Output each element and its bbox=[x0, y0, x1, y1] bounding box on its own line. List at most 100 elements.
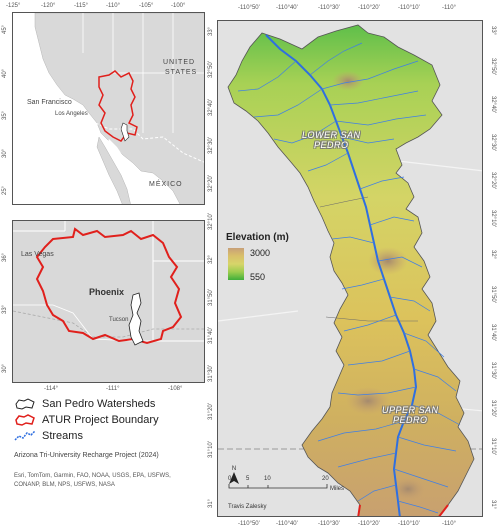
inset-map-overview: UNITED STATES San Francisco Los Angeles … bbox=[12, 12, 205, 205]
tick-left: 31° bbox=[208, 498, 214, 508]
tick-left: 31°30' bbox=[208, 365, 214, 382]
subwatershed-lines bbox=[319, 196, 418, 322]
credit-project: Arizona Tri-University Recharge Project … bbox=[14, 452, 159, 459]
region-lower-san-pedro: LOWER SAN PEDRO bbox=[302, 130, 361, 150]
tick-left: 30° bbox=[2, 363, 8, 373]
state-lines bbox=[13, 221, 204, 342]
elevation-legend: Elevation (m) 3000 550 bbox=[226, 232, 326, 282]
tick-left: 32°50' bbox=[208, 61, 214, 78]
main-map bbox=[217, 20, 483, 517]
author-credit: Travis Zalesky bbox=[228, 504, 267, 510]
tick-left: 32°30' bbox=[208, 137, 214, 154]
tick-right: 31°50' bbox=[490, 286, 496, 303]
region-upper-line1: UPPER SAN bbox=[382, 405, 439, 415]
tick-left: 31°20' bbox=[208, 403, 214, 420]
elevation-color-ramp bbox=[228, 248, 244, 280]
tick-bottom: -110°20' bbox=[358, 521, 380, 527]
state-lines bbox=[82, 13, 204, 133]
tributary-streams bbox=[237, 42, 461, 514]
tick-bottom: -110°30' bbox=[318, 521, 340, 527]
tick-left: 33° bbox=[208, 26, 214, 36]
label-tucson: Tucson bbox=[109, 317, 129, 323]
tick-top: -110° bbox=[106, 3, 120, 9]
san-pedro-watershed-overview bbox=[120, 122, 130, 142]
scale-tick-10: 10 bbox=[264, 476, 271, 482]
land-area bbox=[34, 13, 204, 204]
tick-top: -120° bbox=[41, 3, 56, 9]
tick-bottom: -114° bbox=[44, 386, 58, 392]
tick-top: -110°10' bbox=[398, 5, 420, 11]
legend-boundary-label: ATUR Project Boundary bbox=[42, 414, 159, 426]
tick-right: 32°30' bbox=[490, 134, 496, 151]
tick-right: 32°50' bbox=[490, 58, 496, 75]
baja-peninsula bbox=[96, 136, 131, 204]
tick-top: -125° bbox=[6, 3, 21, 9]
watershed-symbol-icon bbox=[14, 398, 36, 410]
stream-symbol-icon bbox=[14, 430, 36, 442]
mountain-shading bbox=[368, 247, 408, 275]
overview-map-graphic bbox=[13, 13, 204, 204]
tick-bottom: -111° bbox=[106, 386, 120, 392]
label-mexico: MÉXICO bbox=[149, 181, 183, 188]
tick-left: 33° bbox=[2, 304, 8, 314]
atur-boundary-arizona bbox=[35, 227, 183, 345]
tick-left: 40° bbox=[2, 68, 8, 78]
tick-left: 32°20' bbox=[208, 175, 214, 192]
arizona-map-graphic bbox=[13, 221, 204, 382]
label-states: STATES bbox=[165, 69, 198, 76]
label-united: UNITED bbox=[163, 59, 196, 66]
mountain-shading bbox=[332, 71, 364, 91]
watershed-area bbox=[227, 24, 475, 516]
credit-line2: CONANP, BLM, NPS, USFWS, NASA bbox=[14, 482, 115, 488]
boundary-symbol-icon bbox=[14, 414, 36, 426]
legend-streams: Streams bbox=[14, 430, 83, 442]
tick-top: -105° bbox=[139, 3, 154, 9]
scale-tick-5: 5 bbox=[246, 476, 250, 482]
tick-top: -110°50' bbox=[238, 5, 260, 11]
atur-boundary-overview bbox=[98, 70, 138, 142]
tick-left: 36° bbox=[2, 252, 8, 262]
mountain-shading bbox=[390, 477, 426, 501]
tick-right: 32°40' bbox=[490, 96, 496, 113]
scale-tick-20: 20 bbox=[322, 476, 329, 482]
region-lower-line2: PEDRO bbox=[314, 140, 349, 150]
tick-bottom: -110°10' bbox=[398, 521, 420, 527]
mountain-shading bbox=[346, 387, 390, 415]
atur-boundary-main bbox=[357, 504, 449, 516]
region-upper-san-pedro: UPPER SAN PEDRO bbox=[382, 405, 439, 425]
tick-top: -100° bbox=[171, 3, 186, 9]
label-phoenix: Phoenix bbox=[89, 287, 125, 297]
elevation-high-label: 3000 bbox=[250, 248, 271, 258]
label-las-vegas: Las Vegas bbox=[21, 251, 54, 258]
tick-right: 31° bbox=[490, 500, 496, 510]
tick-left: 25° bbox=[2, 185, 8, 195]
tick-bottom: -110° bbox=[442, 521, 456, 527]
north-arrow-icon bbox=[229, 472, 239, 484]
tick-top: -115° bbox=[74, 3, 88, 9]
label-los-angeles: Los Angeles bbox=[55, 111, 88, 117]
scale-tick-0: 0 bbox=[228, 476, 232, 482]
label-san-francisco: San Francisco bbox=[27, 99, 72, 106]
san-pedro-watershed-arizona bbox=[128, 292, 144, 346]
scale-units: Miles bbox=[330, 486, 345, 492]
tick-right: 31°30' bbox=[490, 362, 496, 379]
region-lower-line1: LOWER SAN bbox=[302, 130, 361, 140]
tick-right: 31°20' bbox=[490, 400, 496, 417]
tick-left: 32°10' bbox=[208, 213, 214, 230]
legend-watersheds: San Pedro Watersheds bbox=[14, 398, 155, 410]
tick-left: 30° bbox=[2, 148, 8, 158]
legend-watersheds-label: San Pedro Watersheds bbox=[42, 398, 156, 410]
region-upper-line2: PEDRO bbox=[393, 415, 428, 425]
tick-right: 31°10' bbox=[490, 438, 496, 455]
tick-left: 31°50' bbox=[208, 289, 214, 306]
tick-top: -110°30' bbox=[318, 5, 340, 11]
tick-left: 32° bbox=[208, 254, 214, 264]
san-pedro-river bbox=[265, 34, 418, 516]
tick-right: 32°20' bbox=[490, 172, 496, 189]
tick-top: -110° bbox=[442, 5, 456, 11]
credit-line1: Esri, TomTom, Garmin, FAO, NOAA, USGS, E… bbox=[14, 473, 171, 479]
tick-left: 45° bbox=[2, 24, 8, 34]
tick-left: 31°10' bbox=[208, 441, 214, 458]
elevation-legend-title: Elevation (m) bbox=[226, 232, 289, 243]
tick-right: 32° bbox=[490, 250, 496, 260]
